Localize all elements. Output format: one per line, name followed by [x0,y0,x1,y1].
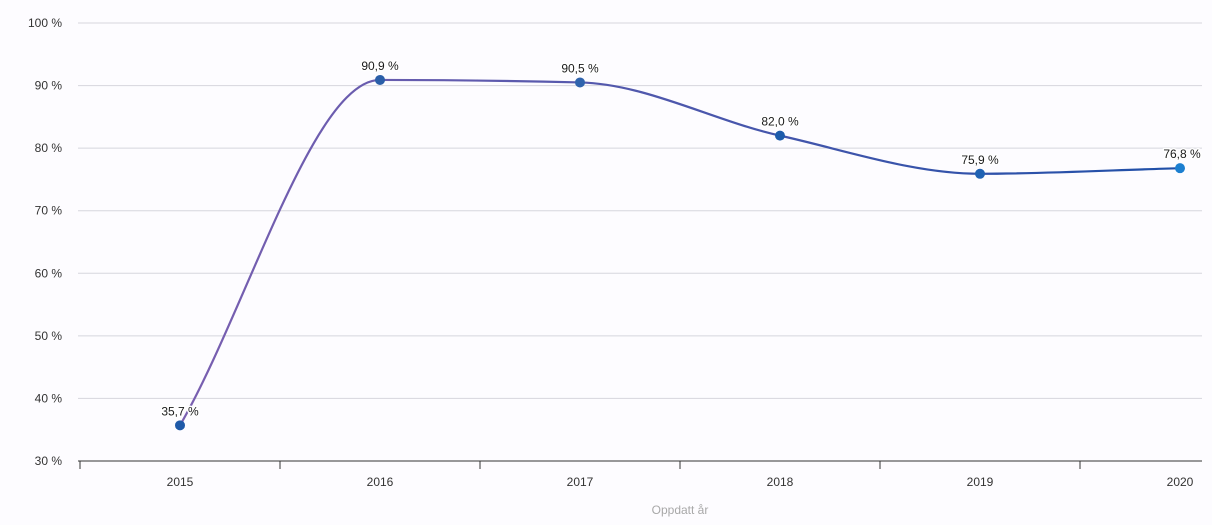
data-point-2018[interactable] [775,130,785,141]
data-point-2017[interactable] [575,77,585,88]
data-label-2017: 90,5 % [561,61,599,75]
x-tick-label: 2019 [967,475,994,489]
y-axis: 30 % 40 % 50 % 60 % 70 % 80 % 90 % 100 % [28,16,62,468]
data-point-2020[interactable] [1175,163,1185,174]
data-label-2018: 82,0 % [761,115,799,129]
data-label-2020: 76,8 % [1163,147,1201,161]
data-markers [175,74,1185,431]
series-line [179,78,1181,426]
y-tick-label: 90 % [35,79,63,93]
data-point-2019[interactable] [975,168,985,179]
data-label-2016: 90,9 % [361,59,399,73]
x-tick-label: 2016 [367,475,394,489]
data-labels: 35,7 % 90,9 % 90,5 % 82,0 % 75,9 % 76,8 % [160,57,1203,419]
y-tick-label: 40 % [35,391,63,405]
x-tick-label: 2020 [1167,475,1194,489]
x-axis-title: Oppdatt år [652,503,709,517]
series-line-group [179,78,1181,426]
x-tick-label: 2017 [567,475,594,489]
y-tick-label: 100 % [28,16,62,30]
data-label-2015: 35,7 % [161,404,199,418]
x-tick-label: 2015 [167,475,194,489]
y-tick-label: 30 % [35,454,63,468]
y-tick-label: 60 % [35,266,63,280]
y-tick-label: 80 % [35,141,63,155]
data-label-2019: 75,9 % [961,153,999,167]
gridlines [78,22,1202,399]
y-tick-label: 50 % [35,329,63,343]
y-tick-label: 70 % [35,204,63,218]
data-point-2016[interactable] [375,74,385,85]
x-axis: 2015 2016 2017 2018 2019 2020 [78,460,1202,489]
x-tick-label: 2018 [767,475,794,489]
data-point-2015[interactable] [175,420,185,431]
